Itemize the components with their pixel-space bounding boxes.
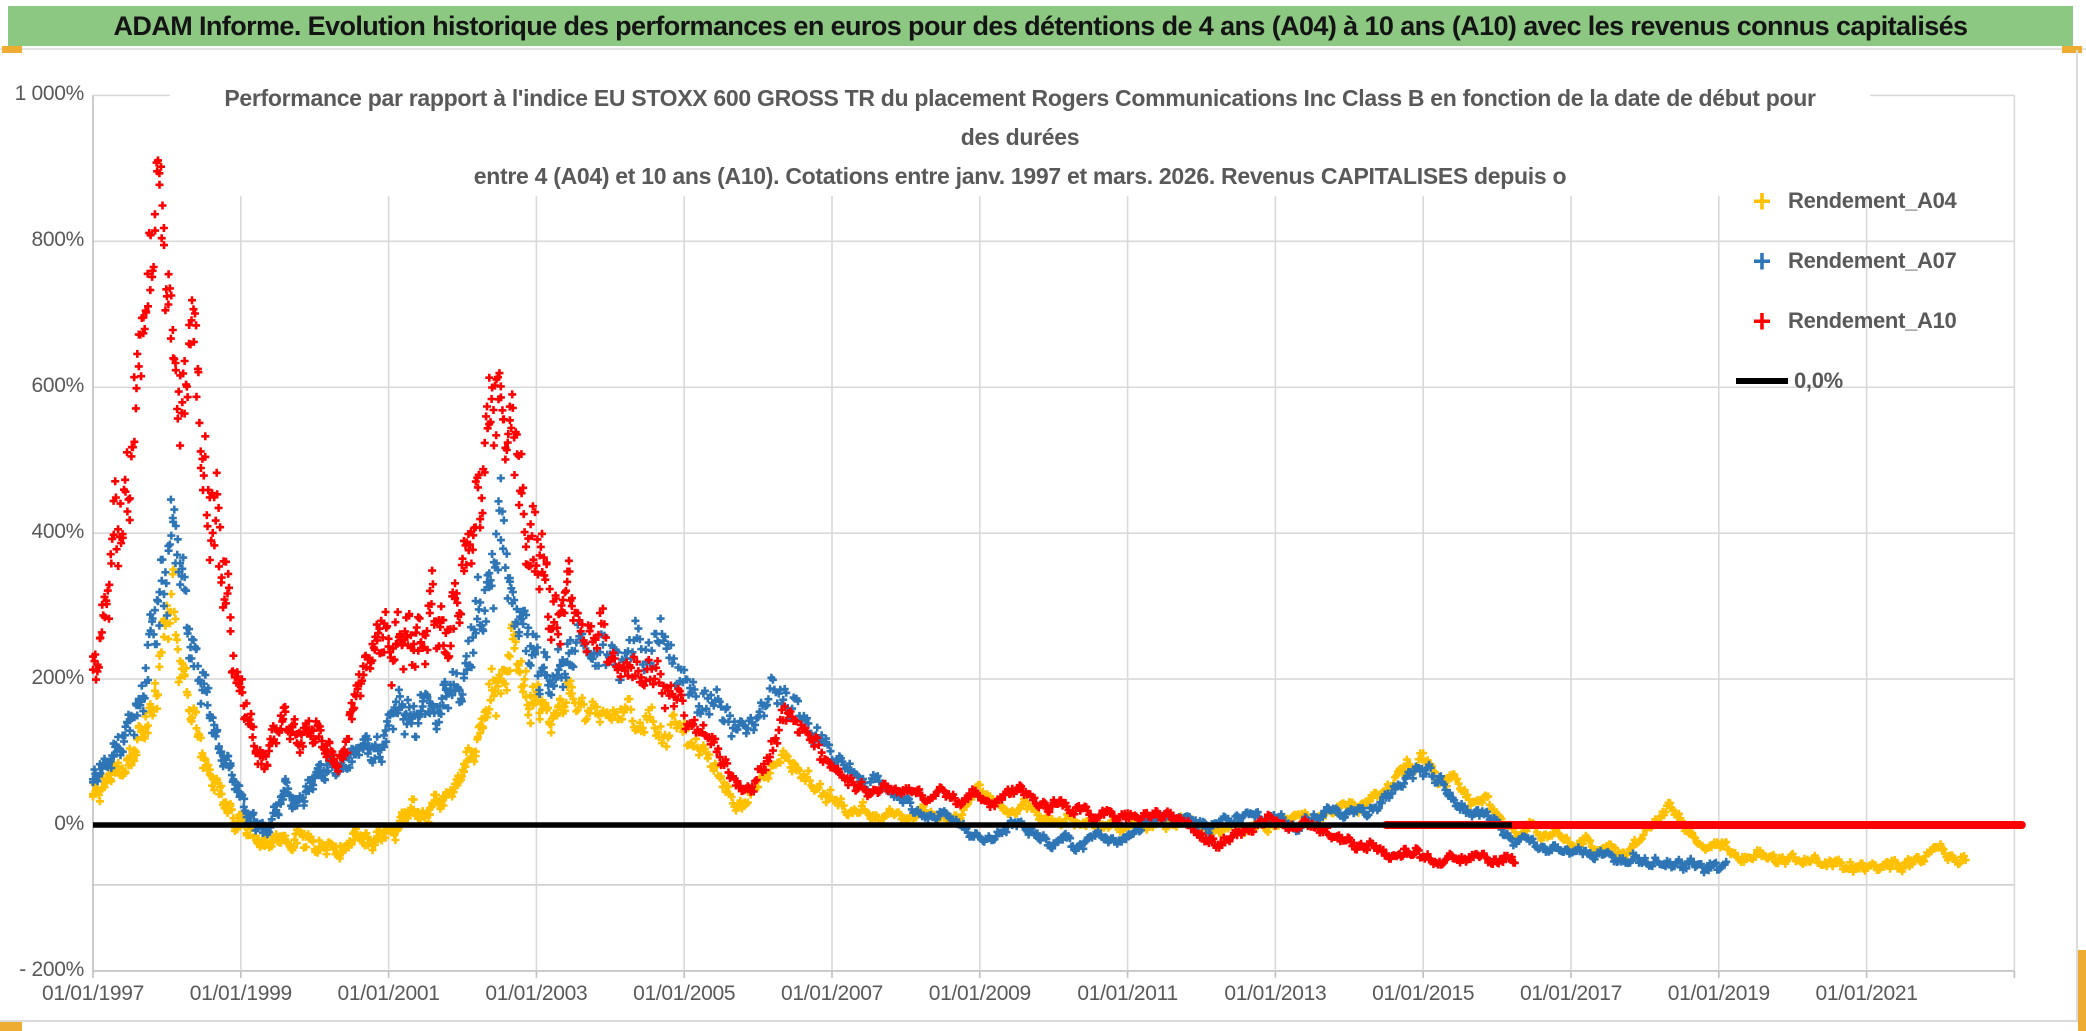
accent-right-strip — [2078, 950, 2086, 1031]
report-header: ADAM Informe. Evolution historique des p… — [8, 6, 2073, 46]
report-title: ADAM Informe. Evolution historique des p… — [113, 10, 1969, 41]
accent-bottom-left — [0, 1022, 22, 1031]
y-axis-label: 800% — [31, 228, 84, 252]
legend-item-zero-line[interactable]: 0,0% — [1736, 364, 1957, 398]
chart-title-line-3: entre 4 (A04) et 10 ans (A10). Cotations… — [473, 163, 1567, 189]
y-axis-label: 200% — [31, 666, 84, 690]
plus-marker-icon-a04: + — [1752, 183, 1772, 219]
legend-label-a10: Rendement_A10 — [1788, 308, 1957, 333]
zero-line-swatch-icon — [1736, 378, 1788, 384]
legend-item-rendement-a04[interactable]: + Rendement_A04 — [1742, 184, 1957, 218]
accent-top-right — [2062, 46, 2082, 53]
x-axis-label: 01/01/2015 — [1372, 982, 1475, 1005]
y-axis-label: 0% — [54, 812, 84, 835]
legend-label-zero: 0,0% — [1794, 368, 1843, 393]
accent-top-left — [2, 46, 22, 53]
legend-item-rendement-a07[interactable]: + Rendement_A07 — [1742, 244, 1957, 278]
x-axis-label: 01/01/2013 — [1224, 982, 1327, 1005]
x-axis-label: 01/01/2003 — [485, 982, 588, 1005]
card-border-right — [2076, 50, 2078, 1020]
chart-title: Performance par rapport à l'indice EU ST… — [170, 79, 1870, 196]
x-axis-label: 01/01/2017 — [1519, 982, 1623, 1005]
plus-marker-icon-a07: + — [1752, 243, 1772, 279]
chart-legend: + Rendement_A04 + Rendement_A07 + Rendem… — [1736, 184, 1957, 424]
x-axis-label: 01/01/1999 — [189, 982, 292, 1005]
card-border-bottom — [0, 1020, 2078, 1022]
x-axis-label: 01/01/2007 — [780, 982, 884, 1005]
chart-title-line-1: Performance par rapport à l'indice EU ST… — [224, 85, 1816, 111]
x-axis-label: 01/01/2005 — [633, 982, 736, 1005]
header-divider — [0, 48, 2086, 50]
x-axis-label: 01/01/2001 — [337, 982, 440, 1005]
x-axis-label: 01/01/2019 — [1667, 982, 1770, 1005]
x-axis-label: 01/01/2009 — [928, 982, 1031, 1005]
x-axis-label: 01/01/2021 — [1815, 982, 1918, 1005]
legend-label-a07: Rendement_A07 — [1788, 248, 1957, 273]
x-axis-label: 01/01/2011 — [1077, 982, 1178, 1005]
x-axis-label: 01/01/1997 — [41, 982, 145, 1005]
y-axis-label: 1 000% — [14, 82, 85, 106]
legend-item-rendement-a10[interactable]: + Rendement_A10 — [1742, 304, 1957, 338]
y-axis-label: - 200% — [19, 957, 84, 981]
y-axis-label: 600% — [31, 374, 84, 398]
legend-label-a04: Rendement_A04 — [1788, 188, 1957, 213]
chart-title-line-2: des durées — [960, 124, 1080, 150]
y-axis-label: 400% — [31, 520, 84, 544]
plus-marker-icon-a10: + — [1752, 303, 1772, 339]
